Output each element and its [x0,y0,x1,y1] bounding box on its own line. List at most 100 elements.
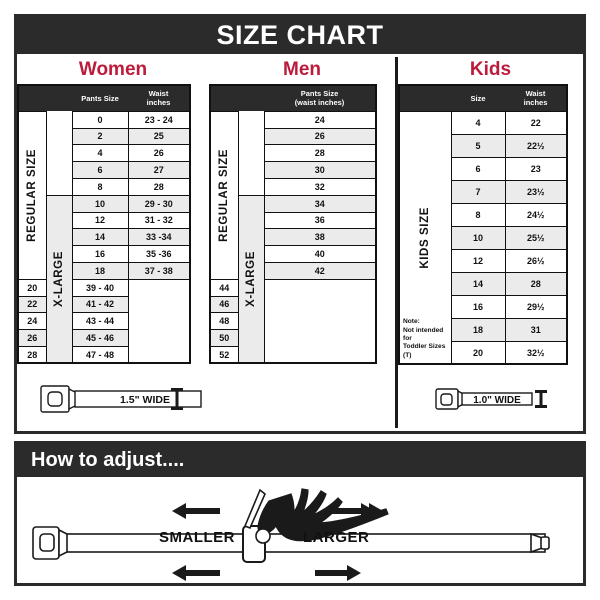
cell-size: 52 [209,345,239,364]
table-row: 16 35 -36 [18,245,191,263]
group-heading-women: Women [78,59,148,80]
cell-waist: 41 - 42 [71,295,129,314]
column-header-1: Pants Size (waist inches) [264,85,376,112]
table-row: X-LARGE 34 [210,194,377,364]
smaller-label: SMALLER [159,529,235,546]
arrow-left-lower [172,565,220,581]
table-row: 30 [210,161,377,179]
cell-size: 4 [71,144,129,163]
cell-size: 12 [71,211,129,230]
table-header-row: Pants Size (waist inches) [210,85,376,112]
table-row: 36 [210,211,377,230]
belt-tip-hole [540,536,550,550]
side-label-regular-size: REGULAR SIZE [17,110,47,280]
group-kids: Kids Size Waist inches KIDS SIZE Note: Not in… [398,54,583,431]
cell-size: 28 [17,345,47,364]
table-row: 6 27 [18,161,191,179]
cell-waist: 31 - 32 [127,211,191,230]
cell-size: 26 [263,127,377,146]
header-spacer [18,85,72,112]
table-header-row: Pants Size Waist inches [18,85,190,112]
cell-size: 16 [71,245,129,263]
cell-waist: 23 - 24 [127,110,191,129]
size-table-men: Pants Size (waist inches) REGULAR SIZE 24 26… [209,84,377,365]
cell-waist: 29½ [504,294,568,319]
cell-size: 28 [263,144,377,163]
table-row: 52 [209,345,376,364]
cell-size: 14 [71,228,129,247]
cell-size: 36 [263,211,377,230]
cell-waist: 23 [504,156,568,181]
table-row: 24 43 - 44 [17,312,190,331]
cell-waist: 25 [127,127,191,146]
section-divider [395,57,398,428]
hand-icon [243,488,389,544]
cell-waist: 26½ [504,248,568,273]
cell-size: 10 [71,194,129,213]
group-women: Women Pants Size Waist inches REGULAR SIZE 0… [17,54,209,431]
cell-size: 40 [263,245,377,263]
cell-size: 46 [209,295,239,314]
how-to-adjust-panel: How to adjust.... [14,441,586,586]
table-row: 22 41 - 42 [17,295,190,314]
cell-waist: 22 [504,110,568,135]
side-label-x-large: X-LARGE [237,194,265,364]
side-label-spacer [46,111,72,196]
table-row: 32 [210,177,377,196]
page-title: SIZE CHART [216,20,384,50]
kids-note: Note: Not intended for Toddler Sizes (T) [403,318,446,359]
arrow-right-lower [315,565,361,581]
size-chart-panel: SIZE CHART Women Pants Size Waist inches RE… [14,14,586,434]
cell-size: 44 [209,278,239,297]
cell-size: 32 [263,177,377,196]
cell-waist: 32½ [504,340,568,365]
cell-waist: 39 - 40 [71,278,129,297]
side-label-regular-size: REGULAR SIZE [209,110,239,280]
belt-width-label-kids: 1.0" WIDE [473,395,521,406]
cell-size: 24 [263,110,377,129]
cell-size: 38 [263,228,377,247]
table-row: 40 [210,245,377,263]
cell-size: 20 [450,340,506,365]
table-row: REGULAR SIZE 24 [209,110,377,280]
cell-waist: 31 [504,317,568,342]
table-row: 12 26½ [399,248,568,273]
cell-size: 2 [71,127,129,146]
table-row: 46 [209,295,376,314]
table-row: 48 [209,312,376,331]
table-wrap-men: Pants Size (waist inches) REGULAR SIZE 24 26… [209,84,395,365]
cell-waist: 28 [504,271,568,296]
cell-waist: 24½ [504,202,568,227]
cell-size: 16 [450,294,506,319]
buckle-inner [39,533,55,552]
how-to-adjust-illustration: SMALLER LARGER [17,477,583,583]
table-row: 42 [210,261,377,280]
table-row: REGULAR SIZE 0 23 - 24 [17,110,191,280]
size-tables-row: Women Pants Size Waist inches REGULAR SIZE 0… [17,54,583,431]
table-row: 12 31 - 32 [18,211,191,230]
cell-size: 30 [263,161,377,179]
column-header-2: Waist inches [505,85,567,112]
cell-waist: 26 [127,144,191,163]
header-spacer [399,85,451,112]
cell-size: 8 [71,177,129,196]
cell-size: 22 [17,295,47,314]
cell-size: 18 [71,261,129,280]
group-men: Men Pants Size (waist inches) REGULAR SIZE… [209,54,395,431]
table-row: 10 25½ [399,225,568,250]
column-header-2: Waist inches [128,85,190,112]
cell-waist: 23½ [504,179,568,204]
column-header-1: Pants Size [72,85,128,112]
table-row: 14 28 [399,271,568,296]
cell-waist: 35 -36 [127,245,191,263]
table-row: 7 23½ [399,179,568,204]
side-label-spacer [238,111,264,196]
table-header-row: Size Waist inches [399,85,567,112]
cell-size: 50 [209,329,239,347]
cell-size: 26 [17,329,47,347]
table-row: 14 33 -34 [18,228,191,247]
group-heading-kids: Kids [469,59,512,80]
table-row: X-LARGE 10 29 - 30 [18,194,191,364]
side-label-kids-size: KIDS SIZE Note: Not intended for Toddler Si… [398,110,452,365]
